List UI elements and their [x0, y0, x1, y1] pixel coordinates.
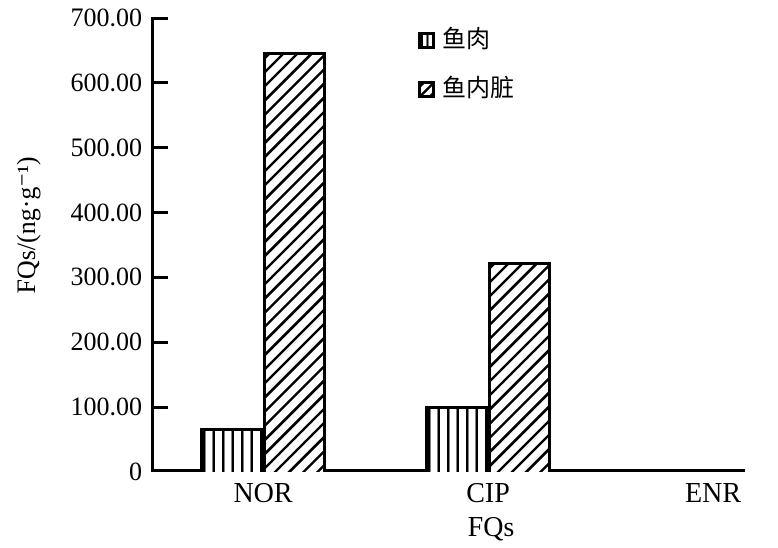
bar-鱼肉-CIP — [425, 405, 488, 472]
y-tick-label: 200.00 — [70, 327, 143, 357]
y-tick-label: 300.00 — [70, 262, 143, 292]
y-axis-tick — [151, 211, 168, 215]
legend-label-fish-meat: 鱼肉 — [442, 27, 490, 53]
y-tick-label: 400.00 — [70, 197, 143, 227]
y-tick-label: 500.00 — [70, 132, 143, 162]
vertical-hatch-swatch-icon — [418, 31, 435, 49]
y-tick-label: 600.00 — [70, 67, 143, 97]
y-axis-tick — [151, 340, 168, 344]
diagonal-hatch-swatch-icon — [418, 80, 435, 98]
y-tick-label: 100.00 — [70, 392, 143, 422]
x-category-label-ENR: ENR — [685, 478, 741, 509]
y-axis-tick — [151, 81, 168, 85]
legend-label-fish-viscera: 鱼内脏 — [442, 76, 514, 102]
bar-鱼内脏-CIP — [488, 261, 551, 472]
x-axis-title: FQs — [467, 512, 515, 543]
x-category-label-CIP: CIP — [466, 478, 510, 509]
y-axis-tick — [151, 16, 168, 20]
y-tick-label: 700.00 — [70, 3, 143, 32]
legend-item-fish-viscera: 鱼内脏 — [418, 76, 514, 102]
x-category-label-NOR: NOR — [233, 478, 293, 509]
y-axis-tick — [151, 275, 168, 279]
legend: 鱼肉 鱼内脏 — [418, 27, 514, 102]
y-tick-label: 0 — [129, 457, 142, 486]
y-axis-tick — [151, 405, 168, 409]
legend-item-fish-meat: 鱼肉 — [418, 27, 514, 53]
y-axis-tick — [151, 146, 168, 150]
bar-鱼肉-NOR — [200, 427, 263, 472]
bar-鱼内脏-NOR — [263, 51, 326, 472]
